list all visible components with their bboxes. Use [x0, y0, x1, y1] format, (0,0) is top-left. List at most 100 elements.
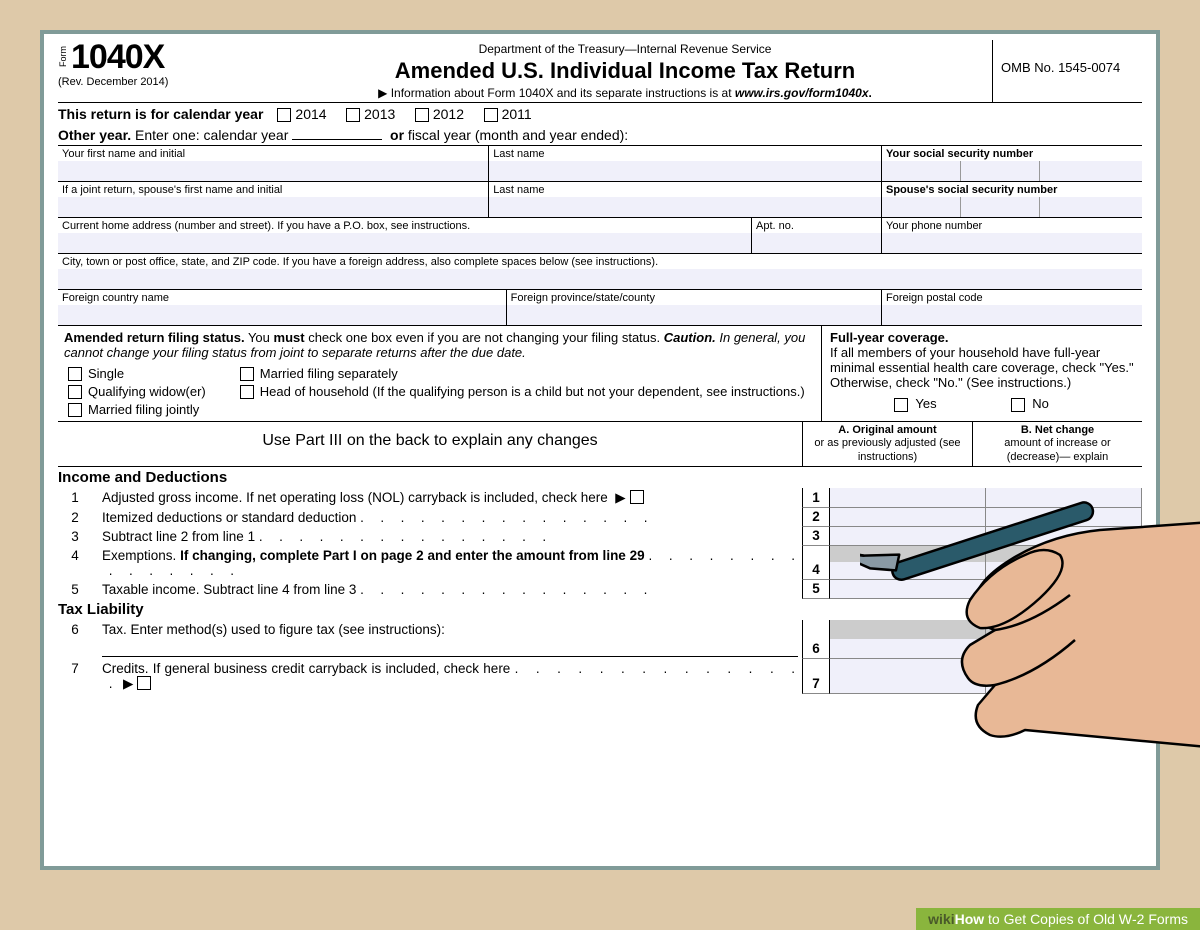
line-text-1: Adjusted gross income. If net operating …: [92, 488, 802, 508]
line-text-4: Exemptions. If changing, complete Part I…: [92, 546, 802, 580]
opt-mfs[interactable]: Married filing separately: [236, 366, 815, 381]
spouse-ssn-field[interactable]: Spouse's social security number: [882, 182, 1142, 217]
l-single: Single: [88, 366, 124, 381]
line-text-5: Taxable income. Subtract line 4 from lin…: [92, 580, 802, 599]
wm-wiki: wiki: [928, 911, 954, 927]
line-num-2: 2: [58, 508, 92, 527]
line-box-7: 7: [802, 659, 830, 694]
info-prefix: ▶ Information about Form 1040X and its s…: [378, 86, 735, 100]
line-num-3: 3: [58, 527, 92, 546]
tax-liability-head: Tax Liability: [58, 599, 1142, 620]
name-row-1: Your first name and initial Last name Yo…: [58, 146, 1142, 182]
line-2: 2Itemized deductions or standard deducti…: [58, 508, 1142, 527]
spouse-last-field[interactable]: Last name: [489, 182, 882, 217]
line-box-1: 1: [802, 488, 830, 508]
line-1: 1Adjusted gross income. If net operating…: [58, 488, 1142, 508]
last-name-field[interactable]: Last name: [489, 146, 882, 181]
address-row: Current home address (number and street)…: [58, 218, 1142, 254]
other-year-row: Other year. Enter one: calendar year or …: [58, 125, 1142, 146]
line-5-col-a[interactable]: [830, 580, 986, 599]
line-box-4: 4: [802, 546, 830, 580]
line-4-col-b[interactable]: [986, 546, 1142, 580]
phone-field[interactable]: Your phone number: [882, 218, 1142, 253]
line-box-2: 2: [802, 508, 830, 527]
line-num-1: 1: [58, 488, 92, 508]
line-text-7: Credits. If general business credit carr…: [92, 659, 802, 694]
info-url: www.irs.gov/form1040x: [735, 86, 869, 100]
line-6-col-b[interactable]: [986, 620, 1142, 659]
city-field[interactable]: City, town or post office, state, and ZI…: [58, 254, 1142, 290]
spouse-last-label: Last name: [493, 184, 544, 196]
line-4: 4Exemptions. If changing, complete Part …: [58, 546, 1142, 580]
form-label: Form: [58, 46, 68, 67]
line-7: 7Credits. If general business credit car…: [58, 659, 1142, 694]
city-label: City, town or post office, state, and ZI…: [62, 256, 658, 268]
year-label: This return is for calendar year: [58, 106, 263, 122]
ssn-field[interactable]: Your social security number: [882, 146, 1142, 181]
form-header: Form 1040X (Rev. December 2014) Departme…: [58, 40, 1142, 103]
watermark: wikiHow to Get Copies of Old W‑2 Forms: [916, 908, 1200, 930]
line-box-5: 5: [802, 580, 830, 599]
checkbox-2012[interactable]: [415, 108, 429, 122]
fp-label: Foreign postal code: [886, 292, 983, 304]
col-b-s: amount of increase or (decrease)— explai…: [1004, 437, 1110, 462]
cov-yes[interactable]: Yes: [890, 396, 937, 412]
year-2014: 2014: [295, 106, 326, 122]
fs-t2: check one box even if you are not changi…: [305, 330, 664, 345]
fs-t1: You: [245, 330, 274, 345]
status-head: Amended return filing status.: [64, 330, 245, 345]
spouse-first-field[interactable]: If a joint return, spouse's first name a…: [58, 182, 489, 217]
line-7-col-b[interactable]: [986, 659, 1142, 694]
last-name-label: Last name: [493, 148, 544, 160]
filing-status-section: Amended return filing status. You must c…: [58, 326, 822, 421]
line-text-6: Tax. Enter method(s) used to figure tax …: [92, 620, 802, 659]
other-year-t3: fiscal year (month and year ended):: [404, 127, 628, 143]
partiii-row: Use Part III on the back to explain any …: [58, 422, 1142, 467]
checkbox-2013[interactable]: [346, 108, 360, 122]
status-coverage-row: Amended return filing status. You must c…: [58, 326, 1142, 422]
info-line: ▶ Information about Form 1040X and its s…: [268, 86, 982, 100]
fs-label: Foreign province/state/county: [511, 292, 655, 304]
cov-no[interactable]: No: [1007, 396, 1049, 412]
l-hoh: Head of household (If the qualifying per…: [260, 384, 805, 399]
line-4-col-a[interactable]: [830, 546, 986, 580]
opt-single[interactable]: Single: [64, 366, 206, 381]
other-year-blank1[interactable]: [292, 139, 382, 140]
line-6-col-a[interactable]: [830, 620, 986, 659]
checkbox-2011[interactable]: [484, 108, 498, 122]
line-7-col-a[interactable]: [830, 659, 986, 694]
line-3-col-a[interactable]: [830, 527, 986, 546]
line-1-col-a[interactable]: [830, 488, 986, 508]
foreign-postal-field[interactable]: Foreign postal code: [882, 290, 1142, 325]
opt-hoh[interactable]: Head of household (If the qualifying per…: [236, 384, 815, 399]
line-3-col-b[interactable]: [986, 527, 1142, 546]
l-mfj: Married filing jointly: [88, 402, 199, 417]
line-2-col-a[interactable]: [830, 508, 986, 527]
checkbox-2014[interactable]: [277, 108, 291, 122]
form-number: 1040X: [71, 40, 164, 74]
other-year-label: Other year.: [58, 127, 131, 143]
opt-mfj[interactable]: Married filing jointly: [64, 402, 206, 417]
col-a-b: A. Original amount: [838, 424, 936, 436]
line-text-2: Itemized deductions or standard deductio…: [92, 508, 802, 527]
fs-must: must: [274, 330, 305, 345]
foreign-state-field[interactable]: Foreign province/state/county: [507, 290, 882, 325]
l-mfs: Married filing separately: [260, 366, 398, 381]
apt-field[interactable]: Apt. no.: [752, 218, 882, 253]
line-2-col-b[interactable]: [986, 508, 1142, 527]
name-row-2: If a joint return, spouse's first name a…: [58, 182, 1142, 218]
fs-caution: Caution.: [664, 330, 716, 345]
first-name-field[interactable]: Your first name and initial: [58, 146, 489, 181]
address-field[interactable]: Current home address (number and street)…: [58, 218, 752, 253]
col-b-b: B. Net change: [1021, 424, 1094, 436]
line-1-col-b[interactable]: [986, 488, 1142, 508]
foreign-country-field[interactable]: Foreign country name: [58, 290, 507, 325]
form-title: Amended U.S. Individual Income Tax Retur…: [268, 58, 982, 84]
cov-head: Full-year coverage.: [830, 330, 949, 345]
line-5-col-b[interactable]: [986, 580, 1142, 599]
cov-text: If all members of your household have fu…: [830, 345, 1134, 390]
opt-widow[interactable]: Qualifying widow(er): [64, 384, 206, 399]
income-deductions-head: Income and Deductions: [58, 467, 1142, 488]
fc-label: Foreign country name: [62, 292, 169, 304]
spouse-ssn-label: Spouse's social security number: [886, 184, 1057, 196]
